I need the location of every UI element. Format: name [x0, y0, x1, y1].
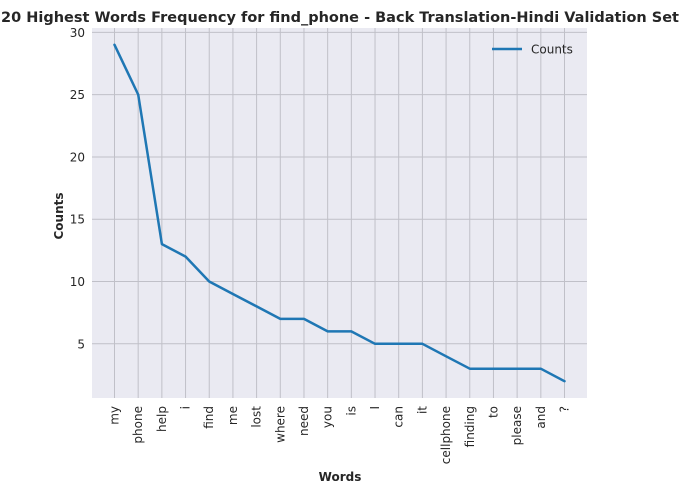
series-line-counts	[113, 43, 566, 383]
y-tick-label-20: 20	[70, 150, 85, 164]
x-tick-label-3: i	[179, 406, 193, 409]
grid	[92, 28, 587, 398]
x-tick-label-16: to	[486, 406, 500, 418]
x-tick-label-13: it	[415, 406, 429, 414]
x-tick-label-9: you	[321, 406, 335, 428]
series-group	[113, 43, 566, 383]
x-tick-label-10: is	[344, 406, 358, 416]
y-tick-label-25: 25	[70, 88, 85, 102]
y-tick-label-5: 5	[77, 337, 85, 351]
x-tick-label-4: find	[202, 406, 216, 429]
x-tick-label-18: and	[534, 406, 548, 429]
legend: Counts	[492, 43, 573, 57]
x-tick-label-12: can	[392, 406, 406, 428]
x-tick-label-6: lost	[250, 406, 264, 428]
x-tick-label-0: my	[108, 406, 122, 425]
x-tick-label-5: me	[226, 406, 240, 425]
x-tick-label-15: finding	[463, 406, 477, 447]
y-tick-label-15: 15	[70, 213, 85, 227]
chart-title: 20 Highest Words Frequency for find_phon…	[1, 10, 679, 26]
x-tick-label-17: please	[510, 406, 524, 445]
x-tick-label-8: need	[297, 406, 311, 436]
y-tick-label-30: 30	[70, 26, 85, 40]
x-tick-label-19: ?	[558, 406, 572, 412]
x-tick-label-1: phone	[131, 406, 145, 444]
y-tick-label-10: 10	[70, 275, 85, 289]
x-tick-label-7: where	[273, 406, 287, 443]
x-tick-label-14: cellphone	[439, 406, 453, 464]
plot-area	[92, 28, 587, 398]
x-axis-label: Words	[319, 470, 362, 484]
x-tick-label-2: help	[155, 406, 169, 432]
x-tick-label-11: I	[368, 406, 382, 410]
y-axis-label: Counts	[52, 192, 66, 239]
legend-label: Counts	[531, 43, 573, 57]
y-axis-ticks: 5 10 15 20 25 30	[70, 26, 85, 351]
